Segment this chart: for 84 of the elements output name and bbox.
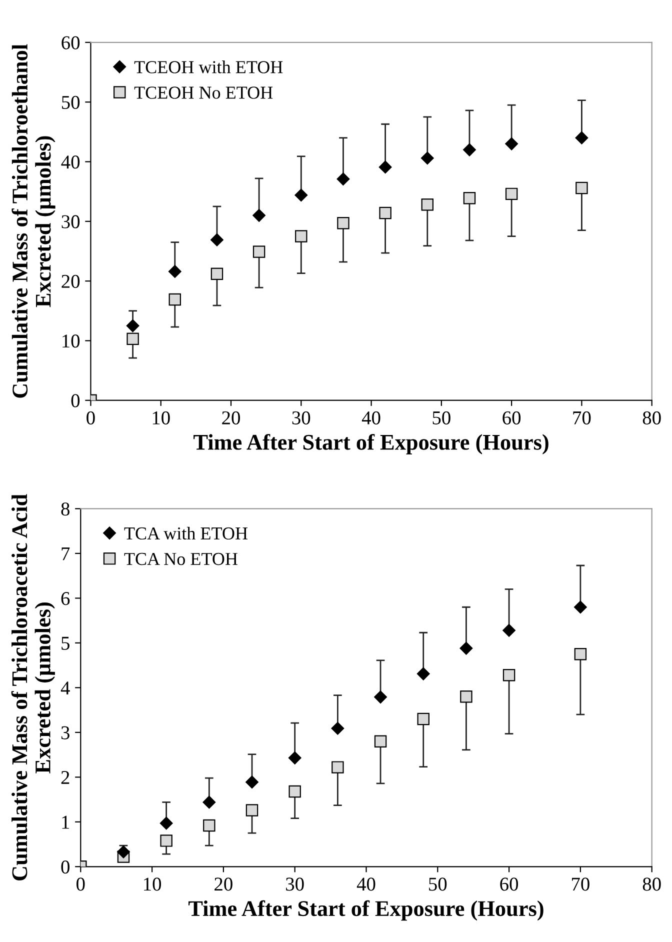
- x-tick-label: 40: [362, 411, 380, 424]
- x-tick-label: 60: [502, 411, 521, 424]
- y-tick-label: 0: [71, 394, 80, 408]
- point: [252, 246, 266, 258]
- x-tick-label: 50: [432, 411, 450, 424]
- legend-label: TCEOH with ETOH: [134, 60, 283, 74]
- x-tick-label: 80: [642, 411, 661, 424]
- point: [420, 152, 434, 165]
- y-tick-label: 6: [61, 592, 70, 606]
- y-tick-label: 50: [62, 96, 80, 109]
- point: [502, 669, 516, 682]
- point: [332, 761, 344, 774]
- point: [126, 332, 139, 346]
- y-tick-label: 1: [62, 816, 70, 829]
- point: [202, 796, 216, 809]
- x-axis-title: Time After Start of Exposure (Hours): [188, 900, 544, 921]
- point: [378, 160, 392, 174]
- point: [574, 600, 587, 614]
- point: [252, 208, 266, 222]
- point: [336, 172, 350, 186]
- point: [210, 268, 224, 280]
- x-tick-label: 20: [214, 878, 232, 891]
- point: [417, 712, 430, 726]
- point: [460, 642, 473, 655]
- point: [463, 143, 476, 156]
- point: [246, 804, 258, 816]
- y-tick-label: 8: [61, 502, 70, 516]
- y-tick-label: 3: [61, 726, 70, 740]
- point: [331, 722, 344, 735]
- legend-label: TCEOH No ETOH: [134, 86, 273, 99]
- point: [505, 188, 518, 200]
- point: [416, 667, 430, 680]
- point: [160, 834, 172, 847]
- x-axis-title: Time After Start of Exposure (Hours): [194, 434, 548, 454]
- point: [575, 131, 588, 144]
- x-tick-label: 10: [152, 411, 170, 424]
- y-axis-title: Cumulative Mass of Trichloroacetic Acid Excreted (µmoles): [11, 494, 55, 880]
- point: [210, 233, 224, 246]
- y-tick-label: 2: [61, 771, 70, 784]
- x-tick-label: 0: [86, 411, 95, 424]
- point: [374, 690, 387, 704]
- x-tick-label: 50: [429, 878, 447, 891]
- point: [126, 319, 140, 332]
- point: [294, 188, 308, 202]
- point: [168, 293, 181, 306]
- point: [117, 845, 130, 858]
- point: [379, 206, 392, 220]
- point: [502, 624, 516, 637]
- point: [374, 735, 387, 748]
- point: [295, 230, 308, 242]
- point: [463, 192, 476, 204]
- x-tick-label: 20: [222, 411, 240, 424]
- point: [203, 819, 216, 832]
- y-tick-label: 20: [62, 274, 80, 288]
- x-tick-label: 30: [292, 411, 310, 424]
- y-tick-label: 4: [60, 682, 70, 694]
- y-tick-label: 0: [61, 860, 70, 874]
- x-tick-label: 40: [356, 878, 376, 891]
- y-tick-label: 10: [62, 334, 80, 348]
- x-tick-label: 30: [286, 878, 304, 891]
- point: [574, 648, 587, 660]
- x-tick-label: 70: [573, 411, 591, 424]
- x-tick-label: 60: [500, 878, 518, 891]
- point: [246, 776, 258, 789]
- y-tick-label: 30: [62, 215, 80, 228]
- legend-label: TCA with ETOH: [124, 526, 248, 540]
- x-tick-label: 70: [572, 878, 590, 891]
- point: [576, 182, 588, 194]
- point: [288, 751, 302, 764]
- legend-label: TCA No ETOH: [124, 552, 238, 566]
- x-tick-label: 80: [642, 878, 661, 891]
- point: [337, 217, 350, 230]
- point: [421, 198, 434, 211]
- y-axis-title: Cumulative Mass of Trichloroethanol Excreted (µmoles): [12, 44, 56, 398]
- y-tick-label: 5: [62, 636, 70, 650]
- point: [505, 137, 518, 150]
- y-tick-label: 60: [62, 36, 80, 50]
- point: [288, 785, 301, 798]
- point: [168, 265, 182, 278]
- point: [160, 816, 173, 830]
- x-tick-label: 10: [144, 878, 162, 891]
- point: [460, 690, 472, 703]
- y-tick-label: 7: [62, 547, 70, 560]
- y-tick-label: 40: [61, 156, 80, 169]
